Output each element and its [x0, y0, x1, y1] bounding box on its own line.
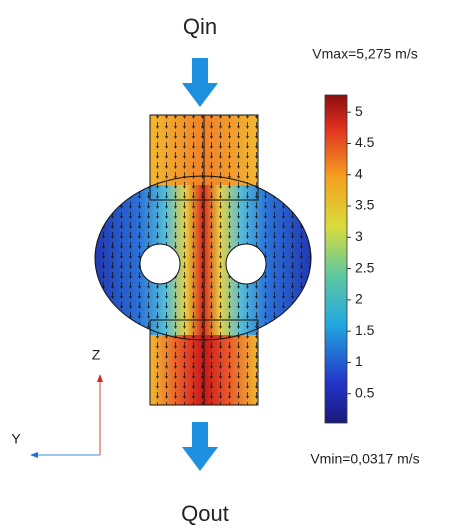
colorbar-tick-label: 2.5 — [355, 259, 375, 275]
colorbar-tick-label: 4 — [355, 165, 363, 181]
vmax-label: Vmax=5,275 m/s — [312, 46, 417, 62]
vmin-label: Vmin=0,0317 m/s — [310, 451, 419, 467]
colorbar-tick-label: 3.5 — [355, 197, 375, 213]
axis-arrowhead — [97, 374, 103, 382]
outlet-arrow — [182, 422, 218, 471]
colorbar-tick-label: 3 — [355, 228, 363, 244]
colorbar-tick-label: 0.5 — [355, 384, 375, 400]
inlet-label: Qin — [183, 14, 217, 39]
axis-y-label: Y — [11, 431, 21, 447]
outlet-label: Qout — [181, 501, 229, 526]
velocity-field — [95, 115, 311, 405]
hole — [139, 243, 181, 285]
colorbar-tick-label: 1 — [355, 353, 363, 369]
axis-z-label: Z — [92, 347, 101, 363]
axes-triad: Z Y — [11, 347, 103, 458]
colorbar-tick-label: 4.5 — [355, 134, 375, 150]
colorbar-tick-label: 1.5 — [355, 322, 375, 338]
colorbar-tick-label: 5 — [355, 103, 363, 119]
colorbar-ticks: 5 4.5 4 3.5 3 2.5 2 1.5 1 0.5 — [347, 103, 375, 400]
colorbar-tick-label: 2 — [355, 291, 363, 307]
inlet-arrow — [182, 58, 218, 107]
geometry-outline — [94, 114, 312, 406]
hole — [225, 243, 267, 285]
axis-arrowhead — [30, 452, 38, 458]
colorbar — [324, 94, 348, 424]
